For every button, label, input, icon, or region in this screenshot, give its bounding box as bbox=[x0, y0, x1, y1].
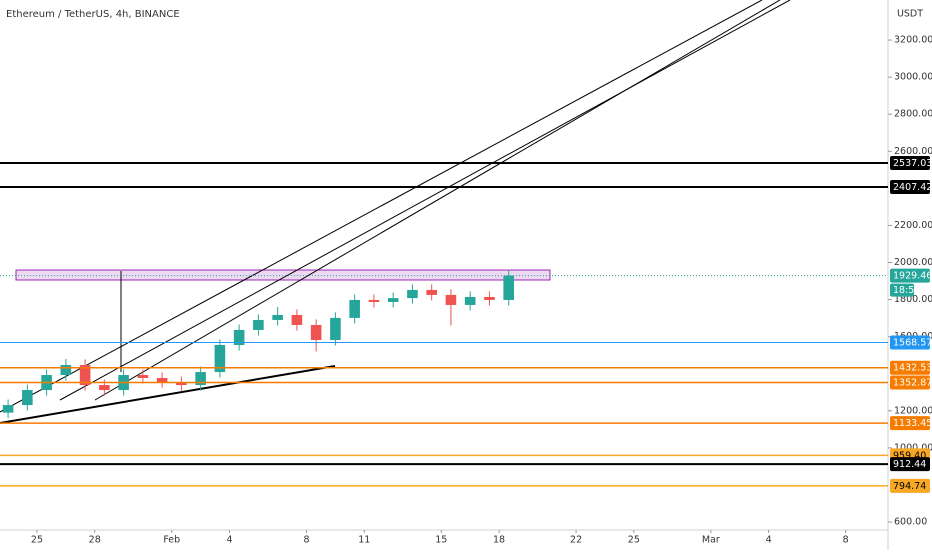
price-label-box bbox=[890, 179, 930, 194]
x-tick-label: Mar bbox=[702, 535, 720, 546]
x-tick-label: 4 bbox=[766, 535, 772, 546]
candle-body bbox=[176, 382, 187, 386]
y-tick-label: 2600.00 bbox=[894, 146, 932, 157]
trend-line bbox=[0, 365, 336, 424]
candle-body bbox=[2, 405, 14, 413]
zone-rectangle bbox=[15, 269, 551, 281]
price-label: 1568.57 bbox=[893, 337, 932, 348]
x-tick-label: 22 bbox=[570, 535, 582, 546]
candle-body bbox=[291, 314, 303, 325]
candle-body bbox=[99, 385, 110, 391]
x-tick-label: 11 bbox=[358, 535, 370, 546]
price-label-box bbox=[890, 375, 930, 390]
candle-body bbox=[60, 365, 72, 376]
x-tick-label: 8 bbox=[304, 535, 310, 546]
candle-body bbox=[330, 317, 341, 340]
candle-body bbox=[79, 365, 91, 386]
candle-body bbox=[407, 289, 418, 299]
candle-body bbox=[387, 298, 399, 302]
candle-body bbox=[253, 319, 264, 330]
candle-body bbox=[22, 390, 33, 406]
price-label: 959.40 bbox=[893, 450, 926, 461]
price-label: 1929.46 bbox=[893, 271, 932, 282]
price-label-box bbox=[890, 478, 930, 493]
trend-line bbox=[59, 0, 791, 401]
price-label: 2537.03 bbox=[893, 158, 932, 169]
y-tick-label: 1200.00 bbox=[894, 405, 932, 416]
countdown-label: 18:50 bbox=[893, 285, 920, 296]
candle-body bbox=[464, 296, 476, 305]
axis-layer: 3200.00 3000.00 2800.00 2600.00 2200.00 2000.… bbox=[31, 35, 932, 546]
candle-body bbox=[214, 344, 226, 373]
price-label: 2407.42 bbox=[893, 182, 932, 193]
candle-body bbox=[426, 289, 437, 295]
countdown-box bbox=[890, 283, 914, 297]
x-tick-label: 8 bbox=[843, 535, 849, 546]
y-tick-label: 600.00 bbox=[894, 517, 927, 528]
x-tick-label: 15 bbox=[435, 535, 447, 546]
y-tick-label: 2800.00 bbox=[894, 109, 932, 120]
y-tick-label: 1000.00 bbox=[894, 442, 932, 453]
x-tick-label: 28 bbox=[89, 535, 101, 546]
candle-body bbox=[233, 329, 245, 345]
x-tick-label: Feb bbox=[163, 535, 180, 546]
candle-body bbox=[368, 299, 380, 302]
y-tick-label: 2000.00 bbox=[894, 257, 932, 268]
price-label-box bbox=[890, 335, 930, 350]
price-label-box bbox=[890, 457, 930, 472]
x-tick-label: 4 bbox=[226, 535, 232, 546]
x-tick-label: 25 bbox=[31, 535, 43, 546]
trend-line bbox=[0, 0, 763, 413]
candle-body bbox=[503, 275, 514, 300]
candle-body bbox=[156, 377, 168, 383]
price-label: 1432.53 bbox=[893, 363, 932, 374]
y-tick-label: 2200.00 bbox=[894, 220, 932, 231]
price-label: 912.44 bbox=[893, 459, 926, 470]
candle-body bbox=[445, 294, 457, 305]
price-label: 794.74 bbox=[893, 481, 926, 492]
trend-line bbox=[94, 0, 781, 401]
candle-body bbox=[484, 296, 495, 300]
price-label: 1133.45 bbox=[893, 418, 932, 429]
y-tick-label: 1800.00 bbox=[894, 294, 932, 305]
price-label-box bbox=[890, 155, 930, 170]
candle-body bbox=[349, 299, 360, 318]
candle-body bbox=[310, 324, 322, 340]
levels-layer: 2537.03 2407.42 1929.46 18:50 1568.57 1432.53… bbox=[0, 155, 932, 493]
x-tick-label: 18 bbox=[493, 535, 505, 546]
currency-label: USDT bbox=[897, 9, 923, 20]
candle-body bbox=[137, 375, 149, 378]
chart-title: Ethereum / TetherUS, 4h, BINANCE bbox=[6, 9, 180, 20]
x-tick-label: 25 bbox=[628, 535, 640, 546]
price-label: 1352.87 bbox=[893, 377, 932, 388]
candle-body bbox=[272, 314, 283, 320]
candle-body bbox=[195, 372, 206, 386]
price-label-box bbox=[890, 416, 930, 431]
price-label-box bbox=[890, 360, 930, 375]
price-label-box bbox=[890, 268, 930, 283]
y-tick-label: 3000.00 bbox=[894, 72, 932, 83]
y-tick-label: 3200.00 bbox=[894, 35, 932, 46]
